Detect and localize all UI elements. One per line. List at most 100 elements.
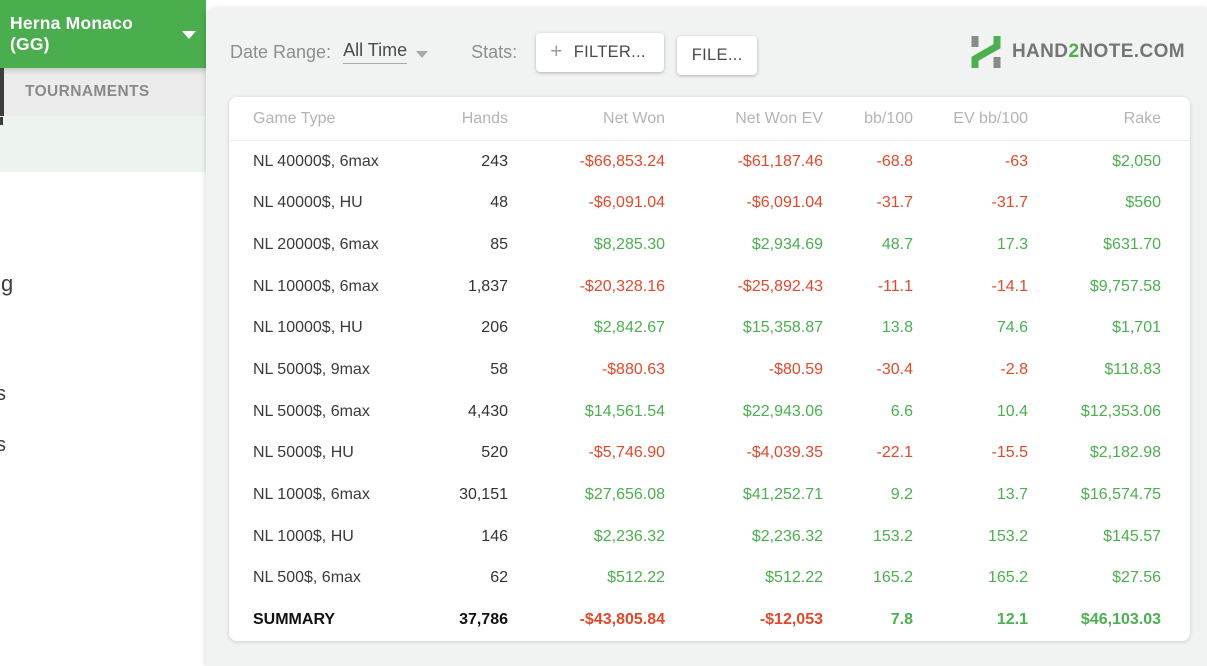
table-row[interactable]: NL 500$, 6max 62 $512.22 $512.22 165.2 165.2 $… — [229, 558, 1190, 600]
sidebar-selected-item[interactable] — [0, 116, 206, 172]
bb100-cell: 6.6 — [890, 402, 913, 420]
ev-bb100-cell: 153.2 — [987, 527, 1028, 545]
bb100-cell: 165.2 — [872, 569, 913, 587]
ev-bb100-cell: 165.2 — [987, 569, 1028, 587]
net-won-ev-cell: -$12,053 — [759, 611, 823, 629]
hands-cell: 206 — [481, 319, 508, 337]
net-won-cell: $27,656.08 — [584, 486, 665, 504]
net-won-ev-cell: $2,236.32 — [751, 527, 823, 545]
clipped-text-fragment: s — [0, 383, 6, 405]
tab-edge-marker — [0, 68, 4, 116]
game-type-cell: NL 5000$, 9max — [253, 361, 370, 379]
game-type-cell: NL 10000$, HU — [253, 319, 363, 337]
rake-cell: $118.83 — [1104, 361, 1161, 379]
column-header-net-won[interactable]: Net Won — [603, 109, 665, 127]
column-header-bb100[interactable]: bb/100 — [864, 109, 913, 127]
bb100-cell: -68.8 — [876, 152, 913, 170]
room-title: Herna Monaco (GG) — [10, 13, 133, 54]
bb100-cell: 48.7 — [881, 236, 913, 254]
hands-cell: 58 — [490, 361, 508, 379]
date-range-label: Date Range: — [230, 41, 332, 62]
summary-row[interactable]: SUMMARY 37,786 -$43,805.84 -$12,053 7.8 12.1 $… — [229, 599, 1190, 641]
net-won-ev-cell: -$25,892.43 — [737, 277, 823, 295]
game-type-cell: NL 40000$, HU — [253, 194, 363, 212]
game-type-cell: NL 1000$, 6max — [253, 486, 370, 504]
game-type-cell: NL 10000$, 6max — [253, 277, 379, 295]
room-selector[interactable]: Herna Monaco (GG) — [0, 0, 206, 68]
ev-bb100-cell: 10.4 — [996, 402, 1028, 420]
game-type-cell: NL 20000$, 6max — [253, 236, 379, 254]
table-row[interactable]: NL 20000$, 6max 85 $8,285.30 $2,934.69 48.7 1… — [229, 224, 1190, 266]
filter-button[interactable]: + FILTER... — [536, 32, 664, 72]
sidebar: Herna Monaco (GG) TOURNAMENTS g s s — [0, 0, 206, 666]
net-won-ev-cell: -$61,187.46 — [737, 152, 823, 170]
table-row[interactable]: NL 40000$, HU 48 -$6,091.04 -$6,091.04 -31.7… — [229, 183, 1190, 225]
ev-bb100-cell: -14.1 — [991, 277, 1028, 295]
tab-tournaments[interactable]: TOURNAMENTS — [0, 68, 206, 116]
table-row[interactable]: NL 1000$, HU 146 $2,236.32 $2,236.32 153.2 15… — [229, 516, 1190, 558]
bb100-cell: -22.1 — [876, 444, 913, 462]
column-header-net-won-ev[interactable]: Net Won EV — [735, 109, 823, 127]
bb100-cell: 7.8 — [890, 611, 913, 629]
table-row[interactable]: NL 40000$, 6max 243 -$66,853.24 -$61,187.46… — [229, 141, 1190, 183]
column-header-ev-bb100[interactable]: EV bb/100 — [953, 109, 1028, 127]
clipped-text-fragment: g — [1, 271, 14, 296]
net-won-cell: $8,285.30 — [593, 236, 665, 254]
ev-bb100-cell: -63 — [1004, 152, 1028, 170]
hands-cell: 146 — [481, 527, 508, 545]
ev-bb100-cell: -31.7 — [991, 194, 1028, 212]
column-header-game-type[interactable]: Game Type — [253, 109, 336, 127]
game-type-cell: SUMMARY — [253, 611, 336, 629]
table-row[interactable]: NL 5000$, HU 520 -$5,746.90 -$4,039.35 -22.1… — [229, 433, 1190, 475]
ev-bb100-cell: 74.6 — [996, 319, 1028, 337]
clipped-text-fragment: s — [0, 434, 6, 456]
ev-bb100-cell: 17.3 — [996, 236, 1028, 254]
column-header-hands[interactable]: Hands — [461, 109, 508, 127]
file-button-label: FILE... — [691, 45, 743, 64]
table-row[interactable]: NL 1000$, 6max 30,151 $27,656.08 $41,252.71… — [229, 474, 1190, 516]
table-header-row: Game Type Hands Net Won Net Won EV bb/100 EV … — [229, 97, 1190, 141]
results-table: Game Type Hands Net Won Net Won EV bb/100 EV … — [229, 97, 1190, 641]
hands-cell: 4,430 — [467, 402, 508, 420]
rake-cell: $27.56 — [1112, 569, 1161, 587]
chevron-down-icon[interactable] — [416, 50, 429, 58]
rake-cell: $560 — [1125, 194, 1161, 212]
net-won-cell: -$880.63 — [601, 361, 665, 379]
net-won-cell: -$66,853.24 — [579, 152, 665, 170]
table-row[interactable]: NL 10000$, HU 206 $2,842.67 $15,358.87 13.8 7… — [229, 308, 1190, 350]
rake-cell: $1,701 — [1112, 319, 1161, 337]
table-row[interactable]: NL 10000$, 6max 1,837 -$20,328.16 -$25,892.… — [229, 266, 1190, 308]
net-won-ev-cell: $41,252.71 — [742, 486, 823, 504]
table-row[interactable]: NL 5000$, 9max 58 -$880.63 -$80.59 -30.4 -2.8… — [229, 349, 1190, 391]
date-range-select[interactable]: All Time — [343, 40, 408, 64]
net-won-ev-cell: -$80.59 — [768, 361, 823, 379]
toolbar: Date Range: All Time Stats: + FILTER... … — [230, 8, 1191, 96]
net-won-ev-cell: -$6,091.04 — [746, 194, 823, 212]
rake-cell: $16,574.75 — [1080, 486, 1161, 504]
file-button[interactable]: FILE... — [676, 35, 758, 75]
rake-cell: $631.70 — [1103, 236, 1161, 254]
net-won-ev-cell: $15,358.87 — [742, 319, 823, 337]
clipped-icon-fragment — [0, 117, 3, 125]
column-header-rake[interactable]: Rake — [1123, 109, 1161, 127]
table-row[interactable]: NL 5000$, 6max 4,430 $14,561.54 $22,943.06 6… — [229, 391, 1190, 433]
net-won-ev-cell: -$4,039.35 — [746, 444, 823, 462]
hands-cell: 243 — [481, 152, 508, 170]
hands-cell: 48 — [490, 194, 508, 212]
bb100-cell: -30.4 — [876, 361, 913, 379]
hands-cell: 37,786 — [459, 611, 508, 629]
table-body: NL 40000$, 6max 243 -$66,853.24 -$61,187.46… — [229, 141, 1190, 641]
bb100-cell: 153.2 — [872, 527, 913, 545]
net-won-cell: -$5,746.90 — [588, 444, 665, 462]
rake-cell: $145.57 — [1103, 527, 1161, 545]
rake-cell: $2,182.98 — [1089, 444, 1161, 462]
tab-tournaments-label: TOURNAMENTS — [25, 83, 150, 100]
logo-text: HAND2NOTE.COM — [1011, 41, 1185, 62]
game-type-cell: NL 40000$, 6max — [253, 152, 379, 170]
bb100-cell: 9.2 — [890, 486, 913, 504]
rake-cell: $2,050 — [1112, 152, 1161, 170]
game-type-cell: NL 5000$, HU — [253, 444, 354, 462]
net-won-cell: $14,561.54 — [584, 402, 665, 420]
rake-cell: $46,103.03 — [1080, 611, 1161, 629]
hands-cell: 1,837 — [467, 277, 508, 295]
